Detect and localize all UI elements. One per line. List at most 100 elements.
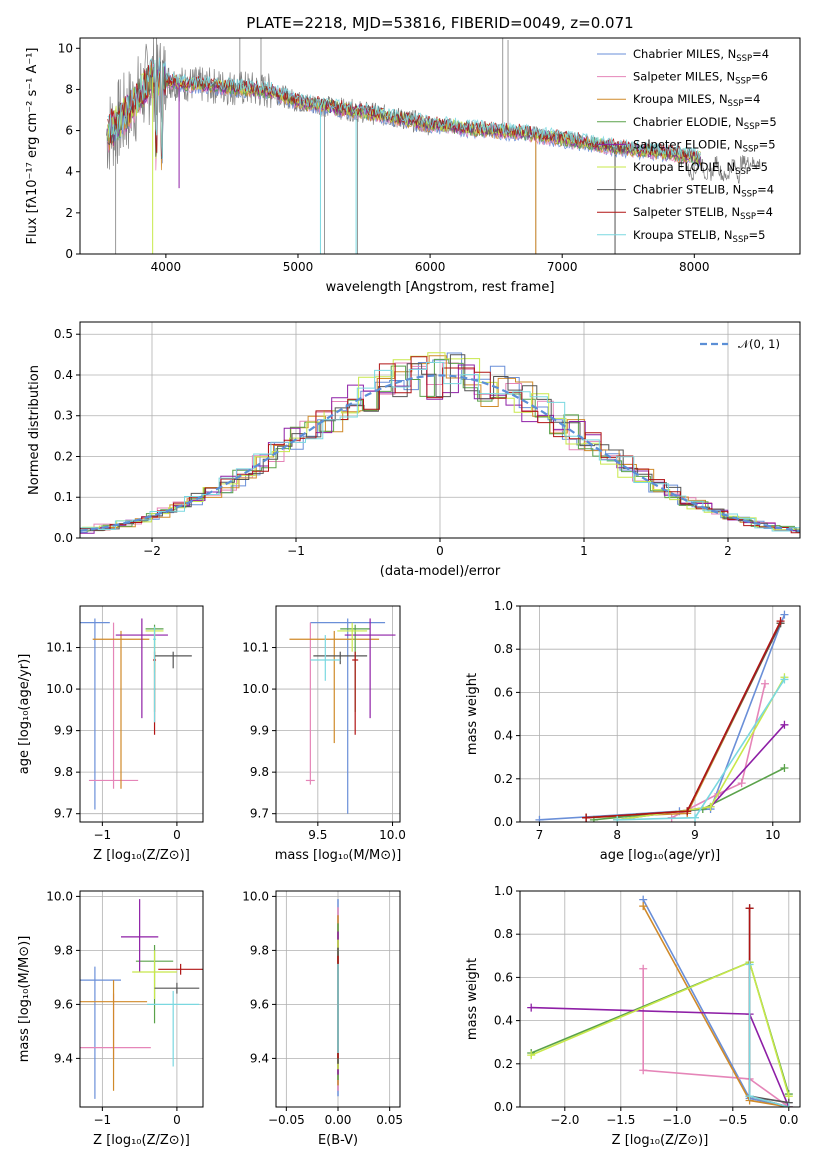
weight_vs_Z-ytick-label: 0.6 [494,970,513,984]
legend-label-kroupa_stelib: Kroupa STELIB, NSSP=5 [633,228,765,245]
weight_vs_age-xtick-label: 10 [765,828,780,842]
weight_vs_age-xtick-label: 9 [691,828,699,842]
weight_vs_age-marker-salpeter_stelib [582,813,591,822]
weight_vs_Z-marker-salpeter_miles [639,1066,648,1075]
mass_vs_Z-plot-area [80,899,203,1099]
spectrum-ytick-label: 4 [65,165,73,179]
weight_vs_Z-ytick-label: 0.4 [494,1014,513,1028]
weight_vs_age-marker-kroupa_stelib [780,675,789,684]
age_vs_mass-ytick-label: 9.8 [250,765,269,779]
mass_vs_Z-ytick-label: 9.6 [54,997,73,1011]
weight_vs_age-marker-chabrier_elodie [780,764,789,772]
age_vs_mass-frame [275,605,401,823]
spectrum-model-kroupa_stelib [107,57,701,160]
spectrum-ytick-label: 10 [58,41,73,55]
age_vs_Z-ylabel: age [log₁₀(age/yr)] [17,654,32,775]
mass_vs_ebv-ytick-label: 9.6 [250,997,269,1011]
weight_vs_age-ylabel: mass weight [465,673,480,755]
histogram-kroupa_stelib [80,361,800,532]
age_vs_Z-plot-area [80,618,192,810]
residuals-xtick-label: 2 [724,544,732,558]
age_vs_Z-frame [79,605,204,823]
weight_vs_age-series-salpeter_elodie [617,724,785,821]
weight_vs_age-ytick-label: 0.2 [494,772,513,786]
legend-label-gaussian: 𝒩(0, 1) [738,337,780,351]
residuals-ytick-label: 0.0 [54,531,73,545]
residuals-ytick-label: 0.2 [54,449,73,463]
weight_vs_age-marker-chabrier_miles [535,815,544,822]
spectrum-plot-area [106,38,761,254]
mass_vs_Z-ylabel: mass [log₁₀(M/M⊙)] [17,936,32,1063]
weight_vs_Z-marker-kroupa_elodie [527,1051,536,1060]
age_vs_mass-ytick-label: 9.9 [250,724,269,738]
mass_vs_ebv-xtick-label: 0.00 [325,1113,352,1127]
weight_vs_age-marker-salpeter_elodie [780,720,789,729]
age_vs_mass-plot-area [289,618,396,814]
residuals-xtick-label: 0 [436,544,444,558]
weight_vs_Z-plot-area [527,895,793,1107]
weight_vs_age-series-chabrier_miles [539,614,786,821]
weight_vs_Z-xlabel: Z [log₁₀(Z/Z⊙)] [612,1133,709,1148]
weight_vs_age-series-kroupa_stelib [617,678,786,821]
weight_vs_age-ytick-label: 0.0 [494,815,513,829]
weight_vs_age-series-chabrier_stelib [586,622,782,819]
residuals-plot-area [80,352,800,534]
spectrum-ytick-label: 2 [65,206,73,220]
weight_vs_age-marker-kroupa_elodie [706,802,715,811]
mass_vs_ebv-xtick-label: −0.05 [268,1113,305,1127]
weight_vs_age-ytick-label: 0.4 [494,729,513,743]
mass_vs_Z-ytick-label: 10.0 [46,889,73,903]
weight_vs_Z-marker-kroupa_miles [639,902,648,911]
weight_vs_Z-marker-kroupa_stelib [745,1092,754,1101]
age_vs_mass-xtick-label: 9.5 [308,828,327,842]
weight_vs_age-marker-salpeter_stelib [683,807,692,816]
weight_vs_Z-ytick-label: 0.2 [494,1057,513,1071]
age_vs_Z-xlabel: Z [log₁₀(Z/Z⊙)] [93,848,190,863]
age_vs_mass-xtick-label: 10.0 [379,828,406,842]
histogram-chabrier_elodie [80,358,800,532]
legend-label-salpeter_stelib: Salpeter STELIB, NSSP=4 [633,205,773,222]
spectrum-ytick-label: 0 [65,247,73,261]
residuals-ytick-label: 0.5 [54,327,73,341]
legend-label-salpeter_miles: Salpeter MILES, NSSP=6 [633,70,768,87]
weight_vs_age-marker-kroupa_stelib [613,815,622,822]
mass_vs_ebv-ytick-label: 9.8 [250,943,269,957]
mass_vs_Z-ytick-label: 9.8 [54,943,73,957]
age_vs_Z-xtick-label: −1 [94,828,112,842]
gaussian-reference-line [80,374,800,532]
age_vs_Z-xtick-label: 0 [173,828,181,842]
mass_vs_ebv-xlabel: E(B-V) [318,1133,358,1148]
age_vs_mass-ytick-label: 10.1 [242,641,269,655]
spectrum-title: PLATE=2218, MJD=53816, FIBERID=0049, z=0… [246,14,633,32]
residuals-ytick-label: 0.4 [54,368,73,382]
weight_vs_Z-xtick-label: 0.0 [779,1113,798,1127]
weight_vs_age-xlabel: age [log₁₀(age/yr)] [600,848,721,863]
age_vs_mass-ytick-label: 9.7 [250,807,269,821]
residuals-ytick-label: 0.1 [54,490,73,504]
weight_vs_age-series-salpeter_stelib [586,620,782,819]
spectrum-xlabel: wavelength [Angstrom, rest frame] [326,280,555,295]
weight_vs_Z-series-salpeter_miles [642,968,790,1107]
residuals-ylabel: Normed distribution [27,365,42,495]
weight_vs_Z-marker-salpeter_stelib [745,904,754,913]
weight_vs_age-ytick-label: 0.8 [494,642,513,656]
age_vs_mass-ytick-label: 10.0 [242,682,269,696]
spectrum-ytick-label: 8 [65,82,73,96]
weight_vs_age-ytick-label: 0.6 [494,685,513,699]
weight_vs_age-marker-kroupa_stelib [691,813,699,822]
weight_vs_Z-xtick-label: −0.5 [718,1113,747,1127]
weight_vs_Z-marker-kroupa_stelib [745,960,754,969]
weight_vs_Z-marker-salpeter_miles [639,964,648,973]
age_vs_Z-ytick-label: 10.0 [46,682,73,696]
spectrum-ylabel: Flux [fλ10⁻¹⁷ erg cm⁻² s⁻¹ A⁻¹] [25,48,40,245]
age_vs_Z-ytick-label: 10.1 [46,641,73,655]
weight_vs_Z-ytick-label: 0.0 [494,1100,513,1114]
spectrum-xtick-label: 4000 [151,260,182,274]
spectrum-xtick-label: 5000 [283,260,314,274]
legend-label-chabrier_stelib: Chabrier STELIB, NSSP=4 [633,183,774,200]
age_vs_Z-ytick-label: 9.9 [54,724,73,738]
residuals-xlabel: (data-model)/error [380,564,501,579]
mass_vs_Z-xtick-label: −1 [94,1113,112,1127]
weight_vs_age-series-kroupa_miles [586,622,782,819]
